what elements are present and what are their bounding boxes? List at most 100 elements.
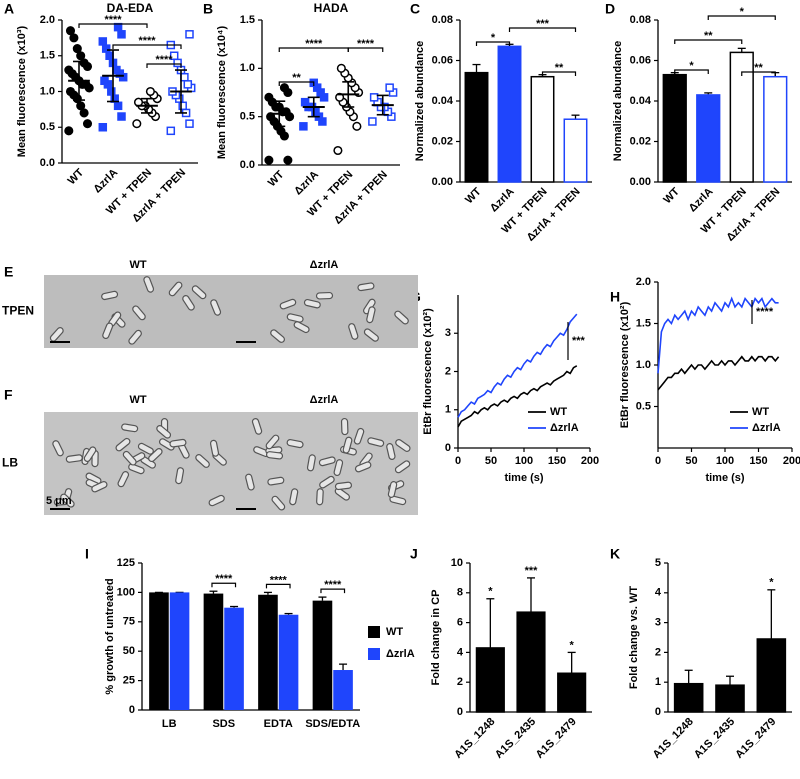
significance-bracket [347,47,384,52]
data-point [65,86,76,97]
bar [662,73,687,183]
cell [195,454,210,468]
bar [312,600,333,710]
y-axis-label: EtBr fluorescence (x10²) [422,308,434,435]
bar [763,75,788,183]
significance-bracket [320,588,346,594]
panel-letter: I [85,546,89,562]
data-point [180,72,189,82]
data-point [336,63,346,73]
y-tick-label: 3 [655,617,661,629]
x-tick-label: 100 [716,455,734,467]
data-point [100,76,109,86]
significance-label: * [491,32,496,44]
cell [83,446,97,463]
cell [348,323,359,340]
data-point [264,155,274,165]
y-axis-label: Fold change vs. WT [628,586,640,690]
cell [394,460,411,474]
data-point [385,83,394,92]
cell [316,488,324,506]
y-tick-label: 0.5 [40,121,55,133]
bar [673,682,704,713]
data-point [279,83,289,93]
cell [117,471,130,488]
data-line [657,296,779,374]
bar [203,593,224,710]
panel-letter: F [4,387,13,403]
legend-label: WT [752,406,769,418]
data-point [132,119,142,129]
y-tick-label: 1.0 [240,62,255,74]
cell [293,321,310,334]
cell [115,437,131,452]
y-axis-label: Fold change in CP [430,590,442,686]
bar [169,592,190,710]
x-tick-label: 50 [685,455,697,467]
significance-label: **** [357,38,375,50]
significance-bracket [674,39,743,44]
significance-label: * [689,60,694,72]
x-tick-label: A1S_1248 [452,716,497,761]
cell [168,281,183,297]
data-point [264,92,274,102]
cell [148,448,163,463]
data-point [65,26,76,36]
significance-label: **** [104,14,122,26]
data-point [117,112,126,121]
y-tick-label: 0 [445,442,451,454]
bar [756,638,787,713]
y-tick-label: 6 [457,617,463,629]
x-tick-label: EDTA [264,718,293,730]
panel-title: HADA [314,1,349,15]
x-tick-label: ΔzrlA [91,167,120,196]
y-tick-label: 2 [445,365,451,377]
column-label: WT [129,259,146,271]
cell [270,329,286,343]
panel-title: DA-EDA [107,1,154,15]
y-axis-label: EtBr fluorescence (x10²) [619,301,631,428]
cell [319,475,335,489]
significance-label: ** [292,72,301,84]
significance-label: **** [155,54,173,66]
row-label: TPEN [2,304,34,318]
cell [191,285,207,300]
cell [357,282,375,292]
y-tick-label: 0.0 [40,157,55,169]
x-tick-label: A1S_2435 [692,716,737,761]
data-point [79,58,89,68]
x-tick-label: WT [661,185,682,206]
data-point [299,122,308,131]
cell [182,295,195,311]
panel-letter: E [4,264,13,280]
y-tick-label: 0 [457,706,463,718]
y-axis-label: Normalized abundance [612,41,624,161]
cell [318,456,336,467]
cell [363,328,379,342]
y-tick-label: 1.0 [636,359,651,371]
y-tick-label: 1 [655,676,661,688]
cell [342,436,353,454]
y-tick-label: 0.08 [432,14,453,26]
significance-label: ** [704,30,713,42]
y-tick-label: 25 [123,675,135,687]
cell [143,276,155,293]
y-tick-label: 100 [117,586,135,598]
x-tick-label: 150 [548,455,566,467]
y-tick-label: 2 [457,676,463,688]
cell [128,329,142,345]
bar [278,614,299,710]
cell [303,298,321,309]
cell [340,417,349,436]
cell [279,298,297,310]
bar [497,45,522,183]
y-tick-label: 0 [129,704,135,716]
cell [395,439,411,452]
y-tick-label: 4 [655,587,662,599]
y-tick-label: 0.04 [630,95,652,107]
significance-label: *** [536,18,550,30]
significance-label: *** [572,335,586,347]
cell [101,290,119,301]
panel-letter: D [605,1,615,17]
